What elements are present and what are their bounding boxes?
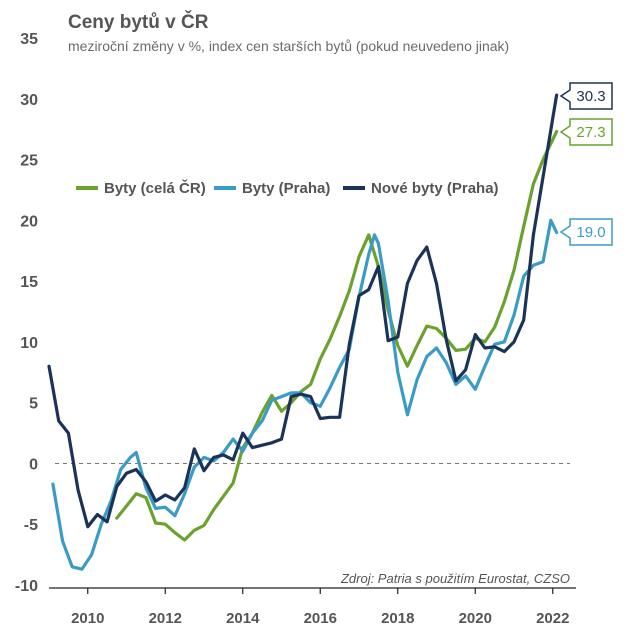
y-tick-label: -5 (24, 517, 38, 534)
y-tick-label: 5 (29, 396, 38, 413)
end-label-2: 19.0 (576, 224, 605, 241)
chart-title: Ceny bytů v ČR (68, 11, 209, 33)
legend: Byty (celá ČR) Byty (Praha) Nové byty (Pra… (76, 179, 499, 197)
legend-label-3: Nové byty (Praha) (371, 180, 499, 197)
y-tick-label: 10 (20, 335, 38, 352)
y-tick-label: 0 (29, 456, 38, 473)
x-tick-label: 2014 (226, 610, 260, 627)
end-label-3: 30.3 (576, 88, 605, 105)
axes: -10 -5 0 5 10 15 20 25 30 35 2010 2012 2014 2016 2018 2… (15, 31, 576, 627)
y-tick-label: 15 (20, 274, 38, 291)
x-tick-label: 2020 (459, 610, 492, 627)
legend-label-2: Byty (Praha) (242, 180, 330, 197)
source-note: Zdroj: Patria s použitím Eurostat, CZSO (340, 571, 570, 586)
x-tick-label: 2012 (149, 610, 182, 627)
x-tick-label: 2018 (381, 610, 414, 627)
end-labels: 27.3 19.0 30.3 (559, 82, 613, 246)
end-label-box-2 (559, 218, 613, 246)
end-label-1: 27.3 (576, 124, 605, 141)
y-tick-label: -10 (15, 578, 38, 595)
chart-subtitle: meziroční změny v %, index cen starších … (68, 38, 509, 54)
end-label-box-1 (559, 118, 613, 146)
x-tick-label: 2016 (304, 610, 337, 627)
y-tick-label: 20 (20, 213, 38, 230)
series-line-2 (51, 218, 559, 571)
series-lines (47, 93, 559, 571)
y-tick-label: 30 (20, 92, 38, 109)
y-tick-label: 35 (20, 31, 38, 48)
series-line-3 (47, 93, 559, 529)
x-tick-label: 2022 (536, 610, 569, 627)
end-label-box-3 (559, 82, 613, 110)
legend-label-1: Byty (celá ČR) (104, 179, 206, 197)
x-tick-label: 2010 (71, 610, 104, 627)
y-tick-label: 25 (20, 153, 38, 170)
